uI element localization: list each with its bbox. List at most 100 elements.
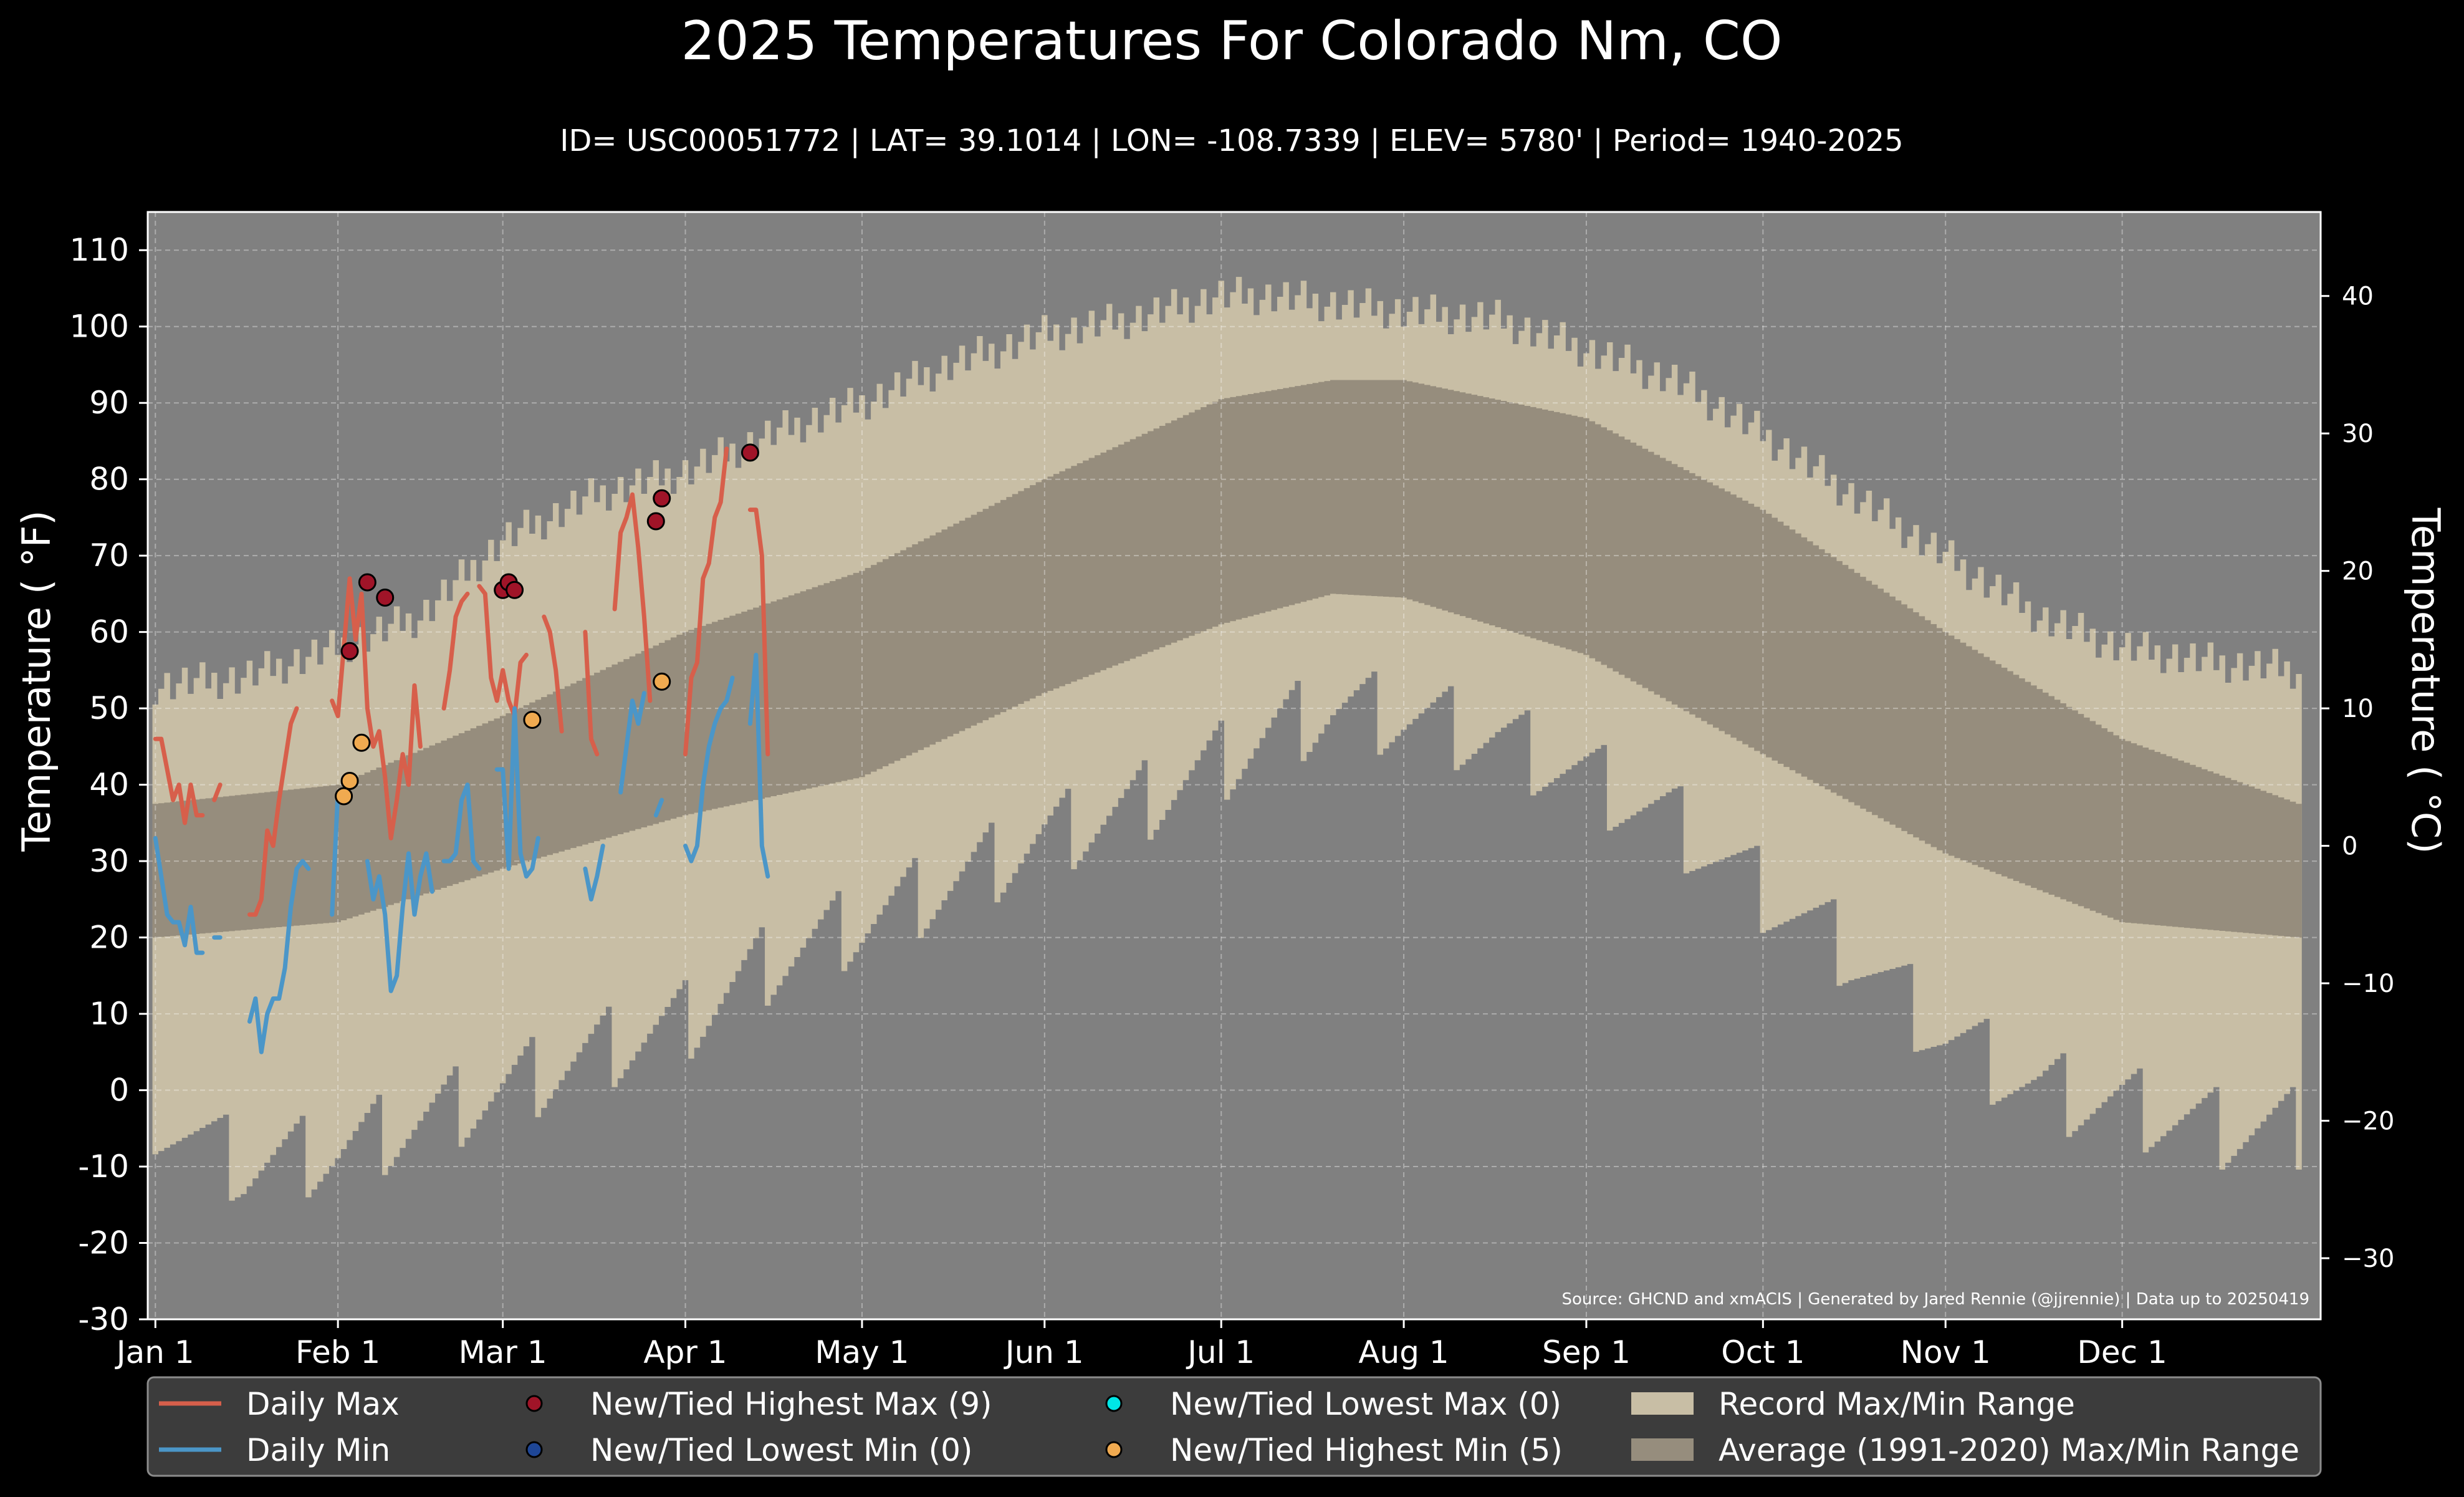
grid-lines: [148, 212, 2321, 1320]
record-range-layer: [152, 277, 2302, 1201]
series-layer: [153, 446, 770, 1054]
chart-subtitle: ID= USC00051772 | LAT= 39.1014 | LON= -1…: [560, 123, 1903, 158]
y2-tick-label: −20: [2342, 1107, 2394, 1136]
legend-label-daily-min: Daily Min: [246, 1432, 390, 1468]
daily-min-line-segment: [153, 835, 205, 955]
y-axis-fahrenheit: -30 -20 -10 0 10 20 30 40 50 60 70 80 90 100 110: [70, 232, 148, 1337]
new-tied-highest-min-marker: [335, 787, 353, 806]
new-tied-highest-max-marker: [358, 573, 376, 592]
daily-max-line-segment: [441, 591, 470, 711]
y-tick-label: 40: [89, 767, 129, 803]
legend-swatch-record-max-min-range: [1631, 1392, 1694, 1415]
x-tick-label: Jun 1: [1004, 1334, 1084, 1370]
daily-max-line-segment: [747, 508, 770, 757]
daily-min-line-segment: [247, 859, 311, 1054]
x-tick-label: Jul 1: [1186, 1334, 1255, 1370]
new-tied-highest-min-marker: [352, 733, 371, 752]
legend-swatch-average-1991-2020-max-min-range: [1631, 1438, 1694, 1461]
y2-tick-label: 10: [2342, 695, 2374, 723]
y-tick-label: -30: [78, 1301, 129, 1337]
daily-max-line-segment: [542, 614, 564, 734]
x-axis-months: Jan 1 Feb 1 Mar 1 Apr 1 May 1 Jun 1 Jul 1 Aug 1…: [115, 1319, 2167, 1370]
daily-max-line-segment: [153, 736, 205, 826]
y-tick-label: 110: [70, 232, 129, 268]
daily-max-line-segment: [683, 446, 729, 757]
legend-label-new-tied-highest-min-5: New/Tied Highest Min (5): [1170, 1432, 1563, 1468]
x-tick-label: Dec 1: [2077, 1334, 2167, 1370]
daily-max-line-segment: [330, 576, 423, 840]
x-tick-label: Apr 1: [643, 1334, 727, 1370]
x-tick-label: Mar 1: [459, 1334, 547, 1370]
x-tick-label: May 1: [815, 1334, 909, 1370]
new-tied-highest-min-marker: [653, 672, 671, 691]
x-tick-label: Feb 1: [295, 1334, 380, 1370]
y2-tick-label: 30: [2342, 420, 2374, 448]
y-tick-label: 90: [89, 385, 129, 421]
daily-min-line-segment: [330, 790, 340, 917]
y-tick-label: 60: [89, 614, 129, 650]
daily-min-line-segment: [683, 675, 735, 864]
x-tick-label: Nov 1: [1901, 1334, 1991, 1370]
legend-label-new-tied-highest-max-9: New/Tied Highest Max (9): [590, 1386, 992, 1422]
y2-axis-label: Temperature ( °C): [2403, 508, 2448, 854]
y-tick-label: 20: [89, 920, 129, 956]
y-tick-label: 30: [89, 843, 129, 879]
plot-frame: [146, 211, 2322, 1321]
y-tick-label: 80: [89, 461, 129, 498]
daily-max-line-segment: [247, 706, 299, 917]
plot-area: Source: GHCND and xmACIS | Generated by …: [146, 211, 2322, 1321]
legend-swatch-new-tied-highest-max-9: [525, 1395, 543, 1412]
new-tied-highest-max-marker: [340, 642, 359, 660]
daily-max-line-segment: [612, 492, 653, 703]
y-tick-label: 50: [89, 690, 129, 726]
new-tied-highest-max-marker: [653, 489, 671, 508]
legend-label-daily-max: Daily Max: [246, 1386, 400, 1422]
legend-swatch-new-tied-highest-min-5: [1105, 1441, 1123, 1458]
y-tick-label: 70: [89, 537, 129, 574]
new-tied-highest-max-marker: [646, 512, 665, 531]
normal-range-band: [152, 380, 2302, 938]
legend-label-new-tied-lowest-min-0: New/Tied Lowest Min (0): [590, 1432, 972, 1468]
y2-tick-label: 40: [2342, 282, 2374, 311]
y2-tick-label: 20: [2342, 557, 2374, 586]
legend: Daily Max Daily Min New/Tied Highest Max (…: [146, 1376, 2322, 1477]
record-range-band: [152, 277, 2302, 1201]
legend-label-average-1991-2020-max-min-range: Average (1991-2020) Max/Min Range: [1719, 1432, 2299, 1468]
y2-tick-label: −10: [2342, 970, 2394, 998]
daily-min-line-segment: [747, 652, 770, 879]
legend-swatch-new-tied-lowest-min-0: [525, 1441, 543, 1458]
daily-min-line-segment: [653, 797, 664, 818]
y-tick-label: 0: [109, 1072, 129, 1109]
y-tick-label: 100: [70, 309, 129, 345]
daily-min-line-segment: [365, 851, 434, 993]
daily-min-line-segment: [618, 691, 646, 795]
legend-label-new-tied-lowest-max-0: New/Tied Lowest Max (0): [1170, 1386, 1561, 1422]
y-axis-celsius: −30 −20 −10 0 10 20 30 40: [2321, 282, 2394, 1273]
y2-tick-label: 0: [2342, 832, 2357, 861]
x-tick-label: Sep 1: [1542, 1334, 1631, 1370]
legend-label-record-max-min-range: Record Max/Min Range: [1719, 1386, 2075, 1422]
new-tied-highest-min-marker: [340, 771, 359, 790]
y-tick-label: 10: [89, 996, 129, 1032]
new-tied-highest-max-marker: [376, 589, 395, 607]
daily-min-line-segment: [583, 844, 605, 902]
new-tied-highest-max-marker: [506, 580, 524, 599]
y-tick-label: -20: [78, 1225, 129, 1261]
legend-swatch-new-tied-lowest-max-0: [1105, 1395, 1123, 1412]
y-axis-label: Temperature ( °F): [14, 510, 59, 852]
legend-box: [146, 1376, 2322, 1477]
x-tick-label: Aug 1: [1358, 1334, 1449, 1370]
y-tick-label: -10: [78, 1148, 129, 1185]
normal-range-layer: [152, 380, 2302, 938]
y2-tick-label: −30: [2342, 1244, 2394, 1273]
chart-title: 2025 Temperatures For Colorado Nm, CO: [681, 10, 1782, 72]
daily-max-line-segment: [212, 782, 223, 802]
daily-min-line-segment: [441, 782, 482, 871]
daily-min-line-segment: [494, 706, 540, 879]
new-tied-highest-max-marker: [741, 443, 759, 462]
daily-max-line-segment: [583, 630, 600, 757]
new-tied-highest-min-marker: [523, 711, 542, 729]
record-markers-layer: [335, 443, 759, 806]
x-tick-label: Oct 1: [1721, 1334, 1805, 1370]
